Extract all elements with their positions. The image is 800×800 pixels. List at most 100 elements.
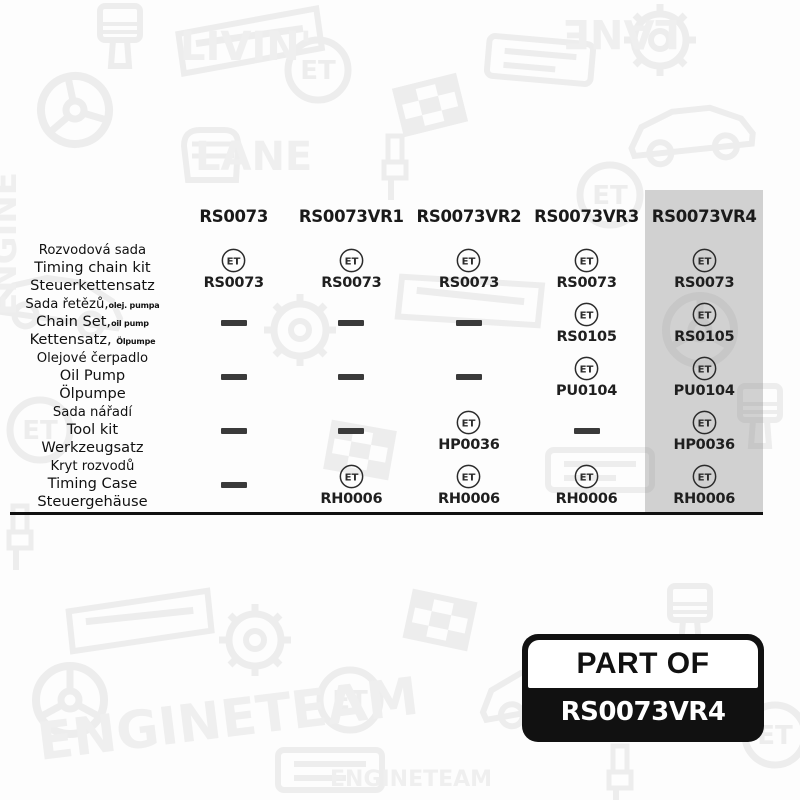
cell-content: ET PU0104 bbox=[528, 350, 646, 404]
table-row: Rozvodová sada Timing chain kit Steuerkett… bbox=[10, 242, 763, 296]
row-label-main-de: Steuergehäuse bbox=[37, 493, 148, 511]
column-header-rs0073vr1[interactable]: RS0073VR1 bbox=[298, 206, 404, 226]
row-label-line-en: Chain Set,oil pump bbox=[10, 313, 175, 331]
part-number: RH0006 bbox=[673, 491, 736, 507]
cell-r2-c1[interactable] bbox=[175, 296, 293, 350]
et-logo-wrap: ET bbox=[691, 463, 718, 490]
cell-r3-c2[interactable] bbox=[293, 350, 411, 404]
svg-text:LANE: LANE bbox=[195, 134, 312, 180]
column-header-rs0073vr3[interactable]: RS0073VR3 bbox=[534, 206, 639, 226]
row-label-line-cs: Rozvodová sada bbox=[10, 243, 175, 259]
svg-text:LIVIN': LIVIN' bbox=[180, 24, 312, 70]
row-label-sub-cs: olej. pumpa bbox=[108, 301, 160, 311]
row-label-sub-en: oil pump bbox=[111, 319, 149, 329]
cell-r3-c3[interactable] bbox=[410, 350, 528, 404]
row-label-main-en: Timing chain kit bbox=[34, 259, 151, 277]
svg-text:ET: ET bbox=[697, 365, 711, 376]
cell-r4-c5[interactable]: ET HP0036 bbox=[645, 404, 763, 458]
row-label-line-de: Kettensatz, Ölpumpe bbox=[10, 331, 175, 349]
part-number: RS0073 bbox=[321, 275, 382, 291]
part-of-badge-title: PART OF bbox=[576, 647, 710, 680]
cell-r4-c4[interactable] bbox=[528, 404, 646, 458]
part-number: PU0104 bbox=[673, 383, 735, 399]
cell-content: ET RS0073 bbox=[528, 242, 646, 296]
cell-content: ET RH0006 bbox=[645, 458, 763, 512]
engineteam-et-logo-icon: ET bbox=[221, 248, 246, 273]
row-label-main-de: Kettensatz, bbox=[29, 331, 117, 349]
table-row: Olejové čerpadlo Oil Pump Ölpumpe ET PU0104 E… bbox=[10, 350, 763, 404]
et-logo-wrap: ET bbox=[691, 355, 718, 382]
cell-r5-c4[interactable]: ET RH0006 bbox=[527, 458, 646, 515]
column-header-rs0073vr4[interactable]: RS0073VR4 bbox=[645, 190, 763, 242]
cell-content: ET HP0036 bbox=[645, 404, 763, 458]
row-label-main-cs: Sada nářadí bbox=[52, 405, 132, 421]
row-label-line-cs: Sada řetězů,olej. pumpa bbox=[10, 297, 175, 313]
not-available-dash-icon bbox=[220, 320, 247, 326]
row-label-main-en: Timing Case bbox=[47, 475, 138, 493]
row-label-main-cs: Sada řetězů, bbox=[25, 297, 109, 313]
row-label-3: Olejové čerpadlo Oil Pump Ölpumpe bbox=[10, 350, 175, 404]
part-number: HP0036 bbox=[438, 437, 500, 453]
cell-r1-c4[interactable]: ET RS0073 bbox=[528, 242, 646, 296]
row-label-line-en: Tool kit bbox=[10, 421, 175, 439]
cell-content: ET PU0104 bbox=[645, 350, 763, 404]
cell-content bbox=[175, 369, 293, 385]
row-label-main-de: Werkzeugsatz bbox=[41, 439, 144, 457]
cell-r1-c5[interactable]: ET RS0073 bbox=[645, 242, 763, 296]
row-label-main-cs: Rozvodová sada bbox=[38, 243, 147, 259]
cell-r4-c3[interactable]: ET HP0036 bbox=[410, 404, 528, 458]
engineteam-et-logo-icon: ET bbox=[692, 464, 717, 489]
cell-r2-c4[interactable]: ET RS0105 bbox=[528, 296, 646, 350]
cell-r3-c5[interactable]: ET PU0104 bbox=[645, 350, 763, 404]
part-number: PU0104 bbox=[556, 383, 617, 399]
engineteam-et-logo-icon: ET bbox=[574, 302, 599, 327]
svg-text:ET: ET bbox=[227, 257, 241, 268]
et-logo-wrap: ET bbox=[455, 409, 482, 436]
row-label-main-en: Chain Set, bbox=[36, 313, 112, 331]
svg-text:ET: ET bbox=[697, 257, 711, 268]
cell-r5-c2[interactable]: ET RH0006 bbox=[292, 458, 411, 515]
row-label-line-en: Timing chain kit bbox=[10, 259, 175, 277]
cell-r4-c2[interactable] bbox=[293, 404, 411, 458]
cell-content bbox=[410, 369, 528, 385]
cell-r4-c1[interactable] bbox=[175, 404, 293, 458]
cell-content: ET HP0036 bbox=[410, 404, 528, 458]
engineteam-et-logo-icon: ET bbox=[574, 248, 599, 273]
cell-r3-c4[interactable]: ET PU0104 bbox=[528, 350, 646, 404]
svg-text:ENGINETEAM: ENGINETEAM bbox=[34, 667, 422, 773]
cell-r5-c1[interactable] bbox=[174, 458, 293, 515]
svg-text:ET: ET bbox=[697, 419, 711, 430]
cell-r3-c1[interactable] bbox=[175, 350, 293, 404]
row-label-line-en: Oil Pump bbox=[10, 367, 175, 385]
not-available-dash-icon bbox=[220, 482, 247, 488]
cell-content: ET RS0105 bbox=[528, 296, 646, 350]
row-label-line-cs: Olejové čerpadlo bbox=[10, 351, 175, 367]
row-label-main-de: Ölpumpe bbox=[59, 385, 126, 403]
not-available-dash-icon bbox=[455, 374, 482, 380]
cell-content: ET RS0073 bbox=[645, 242, 763, 296]
part-number: RS0105 bbox=[674, 329, 735, 345]
engineteam-et-logo-icon: ET bbox=[692, 410, 717, 435]
compatibility-table: RS0073 RS0073VR1 RS0073VR2 RS0073VR3 RS0… bbox=[10, 190, 763, 515]
cell-r1-c1[interactable]: ET RS0073 bbox=[175, 242, 293, 296]
svg-text:ET: ET bbox=[580, 473, 594, 484]
cell-r2-c3[interactable] bbox=[410, 296, 528, 350]
cell-r2-c5[interactable]: ET RS0105 bbox=[645, 296, 763, 350]
svg-text:ET: ET bbox=[462, 257, 476, 268]
column-header-rs0073vr2[interactable]: RS0073VR2 bbox=[416, 206, 522, 226]
cell-r5-c5[interactable]: ET RH0006 bbox=[645, 458, 763, 515]
cell-r5-c3[interactable]: ET RH0006 bbox=[410, 458, 528, 515]
part-number: RS0073 bbox=[674, 275, 735, 291]
cell-content: ET RS0073 bbox=[293, 242, 411, 296]
part-of-badge-title-area: PART OF bbox=[528, 640, 758, 688]
part-number: RH0006 bbox=[320, 491, 383, 507]
engineteam-et-logo-icon: ET bbox=[457, 410, 481, 435]
column-header-rs0073[interactable]: RS0073 bbox=[199, 206, 269, 226]
cell-r1-c2[interactable]: ET RS0073 bbox=[293, 242, 411, 296]
cell-r1-c3[interactable]: ET RS0073 bbox=[410, 242, 528, 296]
cell-r2-c2[interactable] bbox=[293, 296, 411, 350]
not-available-dash-icon bbox=[338, 428, 365, 434]
cell-content bbox=[293, 423, 411, 439]
part-number: RS0073 bbox=[203, 275, 264, 291]
